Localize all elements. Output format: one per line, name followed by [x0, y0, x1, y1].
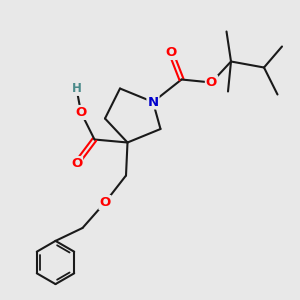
Text: O: O: [75, 106, 87, 119]
Text: N: N: [147, 95, 159, 109]
Text: O: O: [71, 157, 82, 170]
Text: O: O: [165, 46, 177, 59]
Text: O: O: [206, 76, 217, 89]
Text: H: H: [72, 82, 81, 95]
Text: O: O: [99, 196, 111, 209]
